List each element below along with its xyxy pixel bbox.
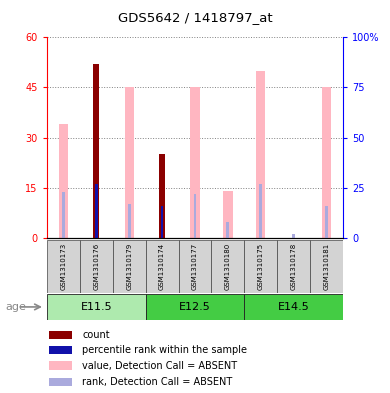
Bar <box>58 124 68 238</box>
Bar <box>124 87 134 238</box>
Bar <box>245 294 343 320</box>
Bar <box>159 154 165 238</box>
Bar <box>322 87 332 238</box>
Bar <box>193 194 197 238</box>
Bar <box>292 234 295 238</box>
Bar <box>128 204 131 238</box>
Text: GSM1310178: GSM1310178 <box>291 242 297 290</box>
Bar <box>310 240 343 293</box>
Bar <box>49 362 72 370</box>
Bar <box>145 240 179 293</box>
Bar <box>161 206 163 238</box>
Bar <box>49 378 72 386</box>
Bar <box>62 192 65 238</box>
Bar <box>113 240 145 293</box>
Bar <box>49 331 72 339</box>
Bar <box>95 184 98 238</box>
Text: E12.5: E12.5 <box>179 302 211 312</box>
Bar <box>49 346 72 354</box>
Text: value, Detection Call = ABSENT: value, Detection Call = ABSENT <box>82 361 238 371</box>
Bar <box>325 206 328 238</box>
Bar <box>227 222 229 238</box>
Bar <box>93 64 99 238</box>
Text: GSM1310176: GSM1310176 <box>93 242 99 290</box>
Text: rank, Detection Call = ABSENT: rank, Detection Call = ABSENT <box>82 377 232 387</box>
Text: GSM1310173: GSM1310173 <box>60 242 66 290</box>
Bar <box>145 294 245 320</box>
Bar <box>245 240 277 293</box>
Text: count: count <box>82 330 110 340</box>
Text: GSM1310181: GSM1310181 <box>324 242 330 290</box>
Bar <box>190 87 200 238</box>
Bar <box>47 294 145 320</box>
Text: GSM1310177: GSM1310177 <box>192 242 198 290</box>
Text: GSM1310174: GSM1310174 <box>159 243 165 290</box>
Bar <box>211 240 245 293</box>
Bar <box>256 71 266 238</box>
Text: E14.5: E14.5 <box>278 302 310 312</box>
Text: GSM1310179: GSM1310179 <box>126 242 132 290</box>
Bar <box>259 184 262 238</box>
Text: percentile rank within the sample: percentile rank within the sample <box>82 345 247 355</box>
Bar <box>80 240 113 293</box>
Text: GSM1310180: GSM1310180 <box>225 242 231 290</box>
Bar <box>47 240 80 293</box>
Text: age: age <box>6 302 27 312</box>
Text: E11.5: E11.5 <box>80 302 112 312</box>
Bar <box>179 240 211 293</box>
Bar <box>223 191 232 238</box>
Text: GSM1310175: GSM1310175 <box>258 243 264 290</box>
Bar <box>277 240 310 293</box>
Text: GDS5642 / 1418797_at: GDS5642 / 1418797_at <box>118 11 272 24</box>
